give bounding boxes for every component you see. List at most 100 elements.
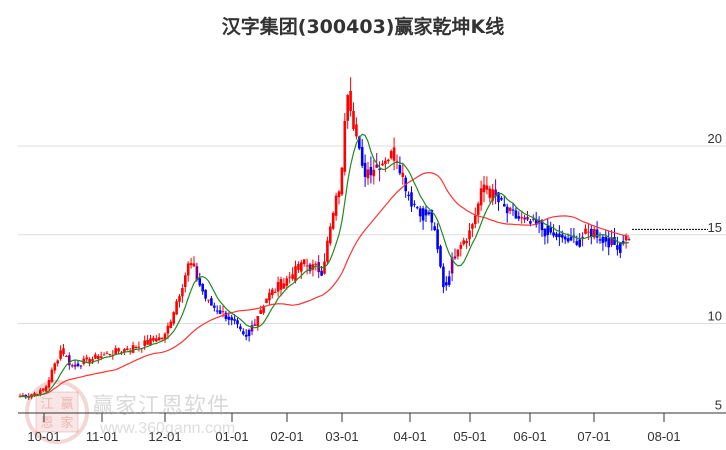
candle — [598, 239, 602, 241]
candle — [198, 278, 202, 286]
candle — [189, 263, 193, 266]
candle — [482, 184, 486, 193]
candle — [514, 210, 518, 219]
candle — [581, 236, 584, 238]
candle — [543, 228, 547, 237]
candle — [352, 110, 355, 129]
candle — [305, 265, 309, 267]
candle — [439, 246, 442, 267]
candle — [566, 238, 570, 242]
candle — [494, 189, 497, 197]
candle — [314, 263, 318, 265]
candle — [105, 352, 109, 354]
candle — [253, 324, 257, 326]
candle — [108, 353, 112, 355]
candle — [76, 363, 80, 366]
candle — [627, 239, 631, 241]
candle — [334, 195, 338, 216]
candle — [268, 292, 271, 301]
candle — [79, 365, 83, 367]
candle — [149, 338, 152, 346]
candle — [53, 363, 57, 371]
svg-text:家: 家 — [60, 415, 73, 431]
candle — [65, 356, 68, 357]
candle — [331, 212, 335, 229]
candle — [624, 235, 628, 241]
candle — [102, 354, 106, 356]
candle — [355, 124, 358, 137]
candle — [488, 188, 492, 198]
y-tick-label: 20 — [708, 131, 722, 146]
candle — [146, 340, 149, 345]
candle — [592, 228, 596, 238]
chart-title: 汉字集团(300403)赢家乾坤K线 — [221, 16, 505, 38]
candle — [276, 282, 280, 292]
candle — [360, 147, 364, 166]
candle — [172, 312, 175, 324]
candle — [59, 350, 62, 359]
candle — [613, 237, 616, 245]
candle — [207, 299, 210, 301]
candle — [70, 365, 74, 367]
candle — [346, 95, 349, 121]
candle — [447, 276, 451, 285]
candle — [387, 159, 390, 162]
candle — [450, 257, 454, 274]
candle — [534, 219, 538, 225]
candle — [471, 224, 474, 229]
candle — [555, 233, 558, 238]
candle — [88, 359, 91, 363]
candle — [44, 386, 48, 392]
candle — [540, 220, 544, 231]
candle — [476, 203, 480, 215]
candle — [302, 259, 306, 265]
candle — [407, 194, 410, 196]
candle — [578, 239, 581, 247]
candle — [186, 263, 190, 276]
candle — [340, 167, 344, 195]
candle — [94, 354, 97, 359]
candle — [134, 346, 138, 348]
candle — [436, 229, 439, 250]
candle — [221, 311, 225, 313]
candle — [244, 334, 248, 337]
candle — [218, 310, 222, 314]
candle — [413, 203, 416, 205]
candle — [300, 262, 303, 272]
candle — [433, 226, 436, 231]
candle — [195, 266, 199, 281]
candle — [401, 172, 405, 177]
candle — [152, 337, 155, 341]
candle — [131, 345, 135, 353]
candle — [508, 207, 512, 211]
candle — [273, 291, 277, 293]
candle — [213, 305, 216, 308]
candle — [500, 197, 503, 200]
candle — [575, 241, 579, 245]
candle — [453, 256, 457, 259]
candle — [552, 232, 555, 236]
candle — [239, 326, 242, 330]
candle — [561, 234, 564, 238]
candle — [497, 192, 500, 203]
candle — [610, 237, 613, 246]
candle — [230, 317, 233, 321]
candle — [97, 356, 100, 359]
candle — [163, 333, 167, 341]
candle — [587, 231, 590, 233]
candle — [424, 209, 428, 216]
x-tick-label: 12-01 — [148, 429, 181, 444]
candle — [311, 264, 315, 270]
candle — [137, 346, 141, 348]
candle — [262, 305, 265, 313]
candle — [343, 120, 347, 172]
x-tick-label: 05-01 — [453, 429, 486, 444]
candle — [601, 236, 605, 244]
svg-text:赢: 赢 — [60, 396, 73, 412]
candle — [363, 162, 367, 177]
candle — [18, 396, 22, 398]
x-axis: 10-01 11-01 12-01 01-01 02-01 03-01 04-01 05-01… — [18, 412, 726, 444]
candle — [160, 337, 164, 339]
candle — [265, 298, 268, 304]
